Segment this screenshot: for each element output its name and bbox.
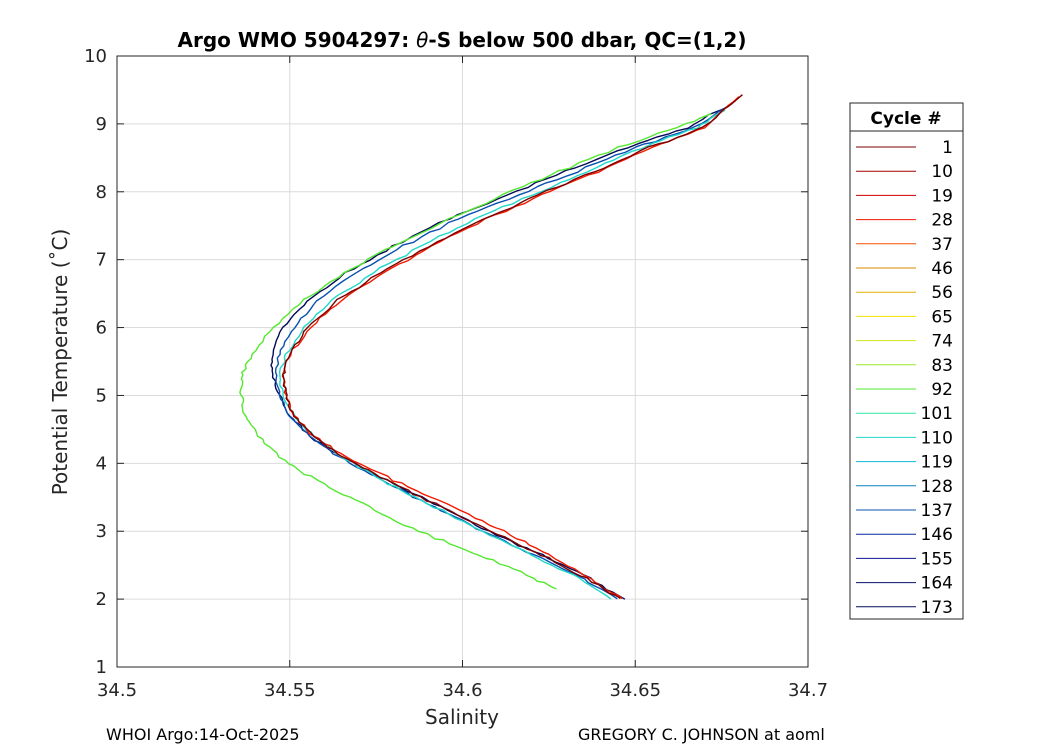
legend-label: 37 [931,235,953,255]
x-axis-label: Salinity [425,705,499,729]
legend-label: 1 [942,138,953,158]
legend-label: 46 [931,259,953,279]
x-tick-label: 34.5 [97,680,137,701]
y-tick-label: 6 [96,318,107,339]
legend-label: 101 [921,404,953,424]
x-tick-label: 34.55 [264,680,316,701]
legend-label: 164 [921,574,953,594]
y-tick-label: 2 [96,589,107,610]
y-tick-label: 7 [96,250,107,271]
data-series [239,94,743,600]
footer-author: GREGORY C. JOHNSON at aoml [578,725,825,744]
legend-label: 155 [921,549,953,569]
y-tick-label: 3 [96,521,107,542]
x-tick-label: 34.6 [442,680,482,701]
legend-label: 173 [921,598,953,618]
x-axis-ticks: 34.5 34.55 34.6 34.65 34.7 [97,56,828,701]
profile-line [278,109,726,600]
legend-box [849,102,964,620]
legend-label: 74 [931,332,953,352]
footer-source: WHOI Argo:14-Oct-2025 [106,725,300,744]
x-tick-label: 34.7 [788,680,828,701]
y-tick-label: 9 [96,114,107,135]
legend-label: 146 [921,525,953,545]
profile-line [270,102,733,600]
y-tick-label: 10 [84,46,107,67]
y-tick-label: 8 [96,182,107,203]
legend-label: 110 [921,428,953,448]
y-tick-label: 1 [96,657,107,678]
profile-line [282,94,743,599]
legend-label: 56 [931,283,953,303]
legend-entries: 1101928374656657483921011101191281371461… [856,138,953,618]
legend-label: 65 [931,307,953,327]
legend-label: 83 [931,356,953,376]
y-tick-label: 4 [96,453,107,474]
legend: Cycle # 11019283746566574839210111011912… [849,102,964,620]
profile-line [281,96,740,600]
legend-label: 92 [931,380,953,400]
legend-label: 119 [921,453,953,473]
x-tick-label: 34.65 [609,680,661,701]
y-axis-label: Potential Temperature (˚C) [48,229,72,496]
legend-label: 10 [931,162,953,182]
chart-title: Argo WMO 5904297: θ-S below 500 dbar, QC… [178,28,747,52]
y-axis-ticks: 1 2 3 4 5 6 7 8 9 10 [84,46,808,678]
legend-label: 137 [921,501,953,521]
profile-line [239,113,712,590]
legend-title: Cycle # [870,109,941,129]
legend-label: 19 [931,186,953,206]
legend-label: 128 [921,477,953,497]
profile-line [274,102,733,600]
y-tick-label: 5 [96,385,107,406]
legend-label: 28 [931,211,953,231]
grid-lines [116,55,809,668]
